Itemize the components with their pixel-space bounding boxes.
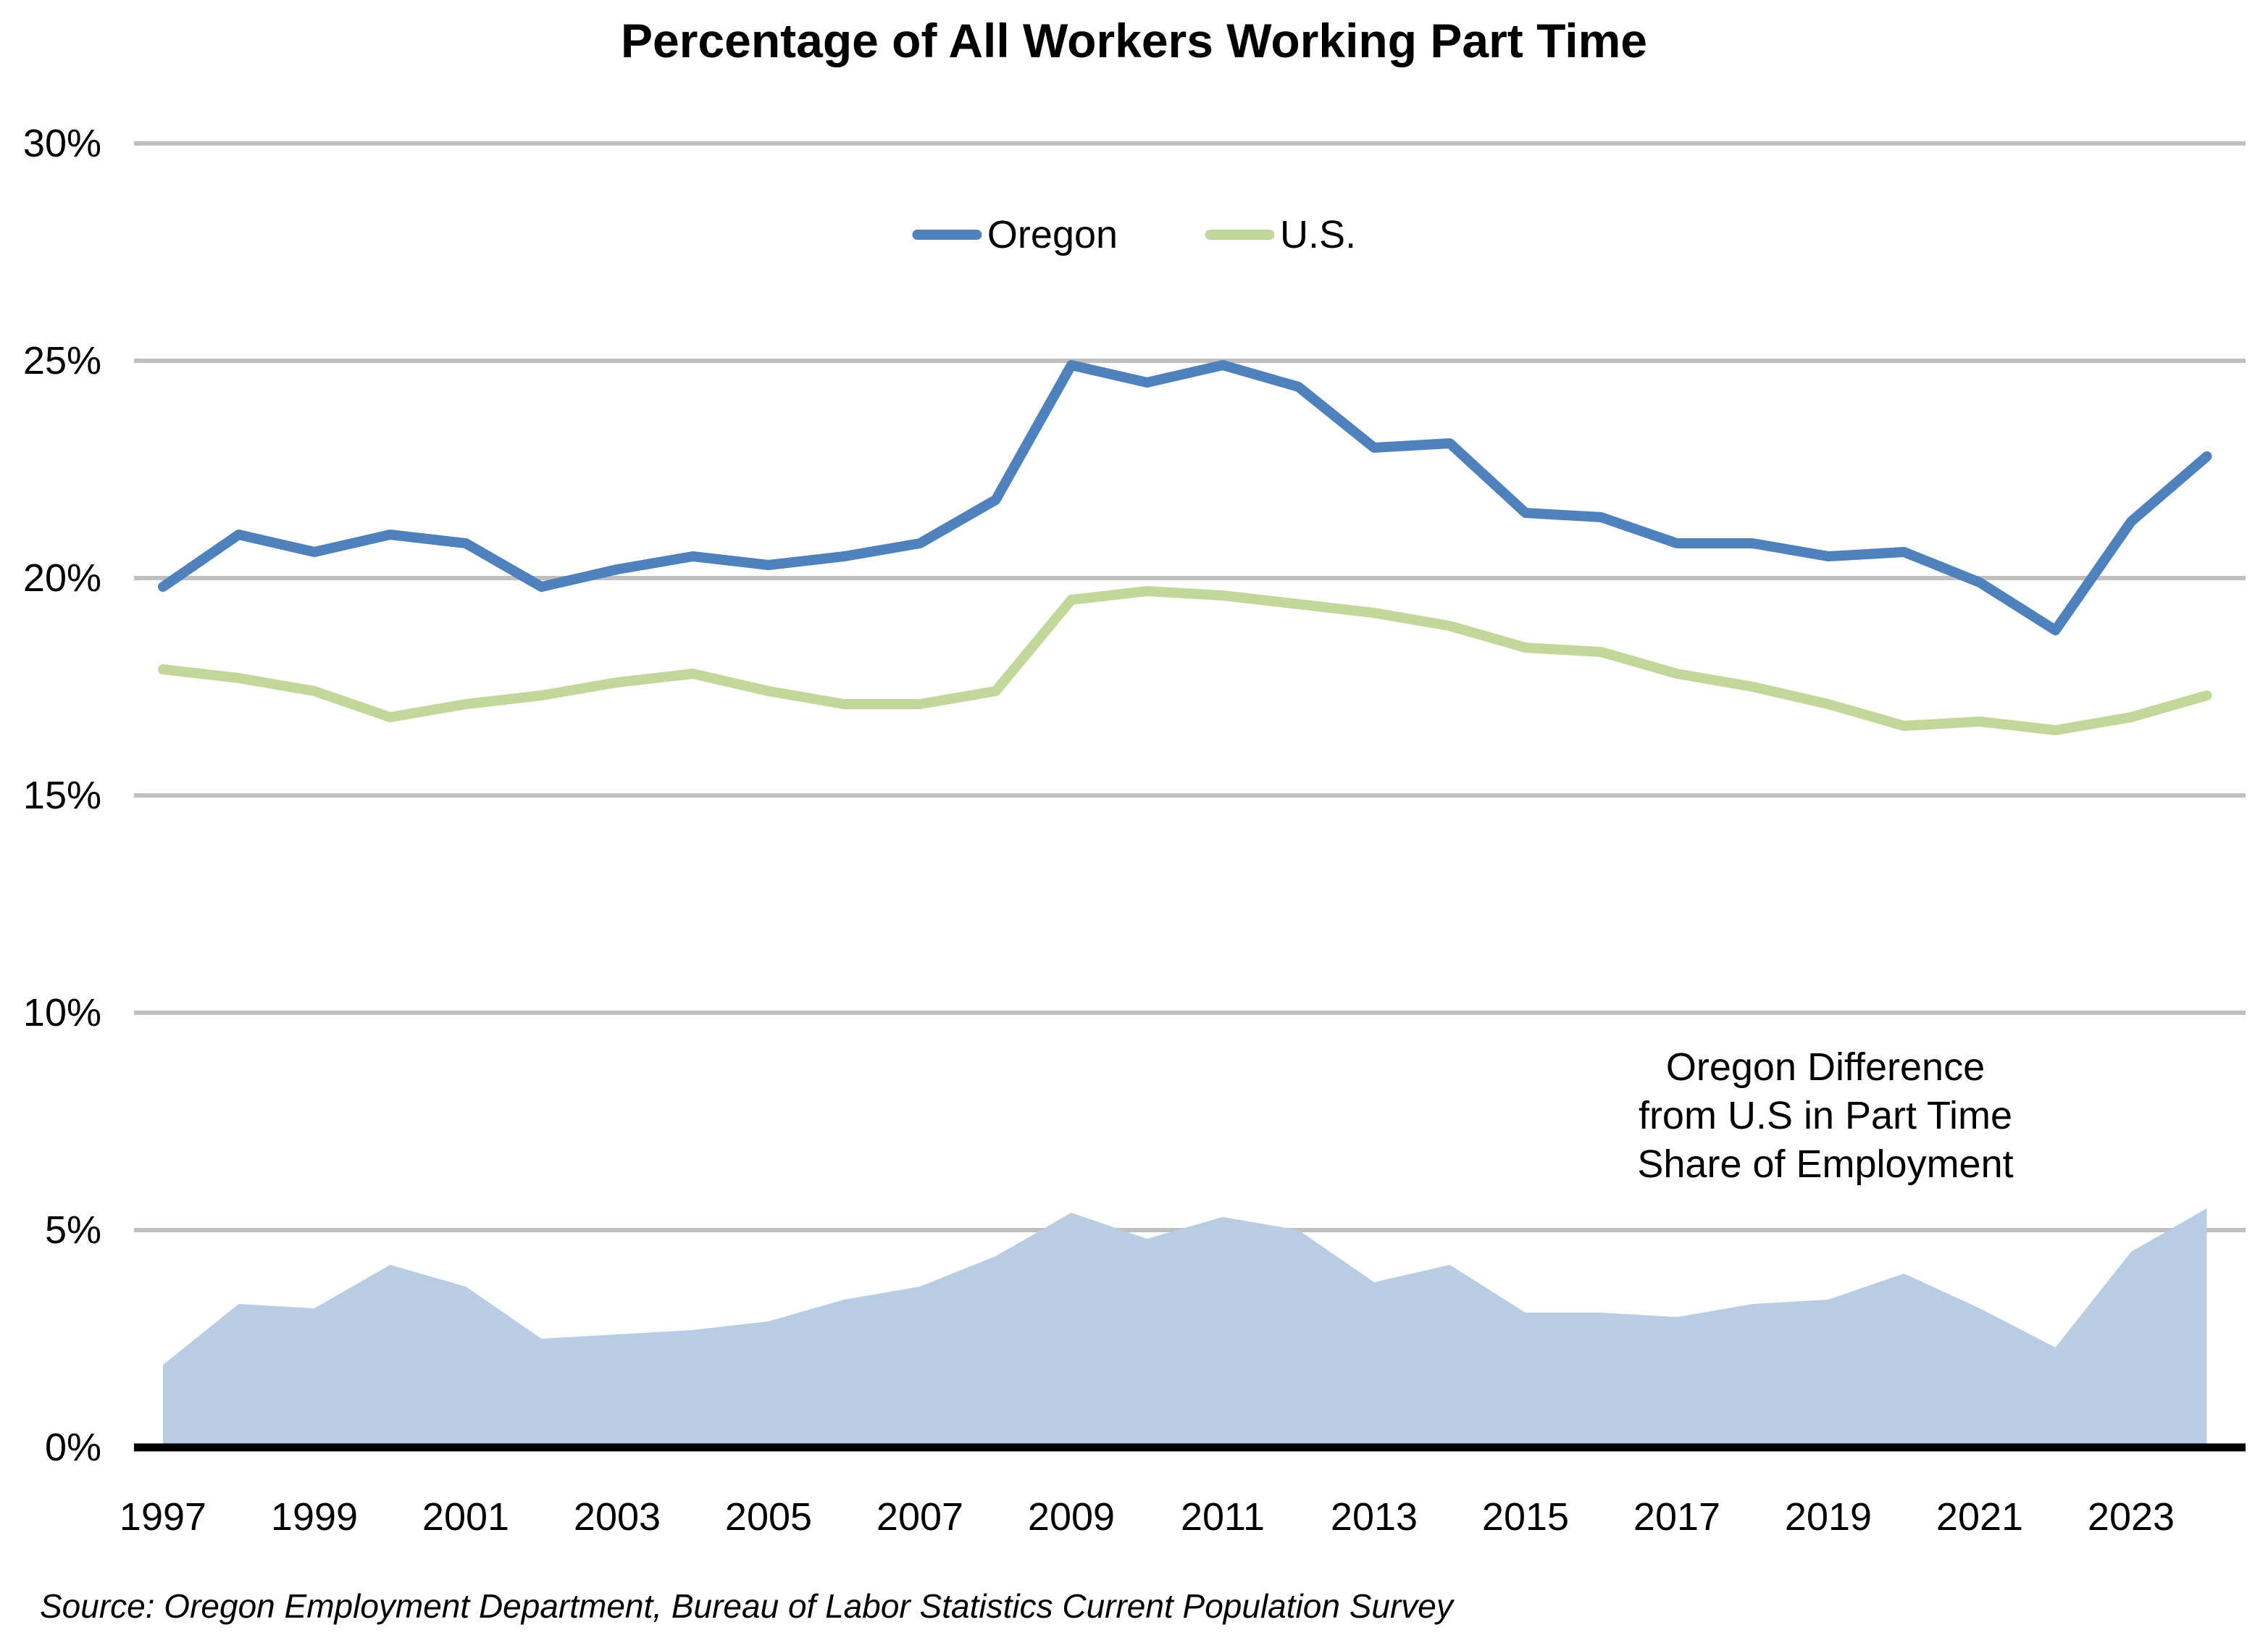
x-tick-label-2007: 2007: [876, 1495, 963, 1539]
x-tick-label-2021: 2021: [1936, 1495, 2023, 1539]
x-tick-label-2001: 2001: [422, 1495, 509, 1539]
x-tick-label-2005: 2005: [725, 1495, 812, 1539]
y-tick-label-30pct: 30%: [23, 122, 101, 165]
chart-title: Percentage of All Workers Working Part T…: [621, 14, 1647, 67]
us-line: [158, 586, 2212, 735]
x-tick-label-2003: 2003: [574, 1495, 661, 1539]
oregon-line-swatch-icon: [911, 230, 982, 240]
y-tick-label-5pct: 5%: [45, 1208, 101, 1252]
y-tick-label-0pct: 0%: [45, 1426, 101, 1469]
x-tick-label-2011: 2011: [1181, 1495, 1265, 1539]
y-tick-label-10pct: 10%: [23, 991, 101, 1034]
chart-legend: Oregon U.S.: [911, 212, 1356, 257]
x-tick-label-2023: 2023: [2088, 1495, 2175, 1539]
y-tick-label-25pct: 25%: [23, 339, 101, 382]
x-tick-label-1997: 1997: [120, 1495, 206, 1539]
annotation-line-1: Oregon Difference: [1665, 1045, 1985, 1089]
x-tick-label-1999: 1999: [271, 1495, 358, 1539]
x-tick-label-2019: 2019: [1785, 1495, 1872, 1539]
legend-item-us: U.S.: [1205, 212, 1356, 257]
y-tick-label-15pct: 15%: [23, 774, 101, 817]
annotation-line-3: Share of Employment: [1637, 1142, 2014, 1186]
source-note: Source: Oregon Employment Department, Bu…: [40, 1587, 1453, 1625]
x-tick-label-2009: 2009: [1028, 1495, 1115, 1539]
x-tick-label-2013: 2013: [1331, 1495, 1418, 1539]
annotation-line-2: from U.S in Part Time: [1638, 1094, 2013, 1137]
x-tick-label-2017: 2017: [1633, 1495, 1720, 1539]
legend-item-oregon: Oregon: [911, 212, 1118, 257]
legend-label-oregon: Oregon: [987, 213, 1118, 256]
us-line-swatch-icon: [1205, 230, 1275, 240]
y-tick-label-20pct: 20%: [23, 556, 101, 600]
legend-label-us: U.S.: [1280, 213, 1357, 256]
oregon-line: [158, 360, 2212, 635]
difference-area: [163, 1208, 2207, 1447]
difference-area-annotation: Oregon Difference from U.S in Part Time …: [1536, 1043, 2115, 1189]
x-tick-label-2015: 2015: [1482, 1495, 1569, 1539]
